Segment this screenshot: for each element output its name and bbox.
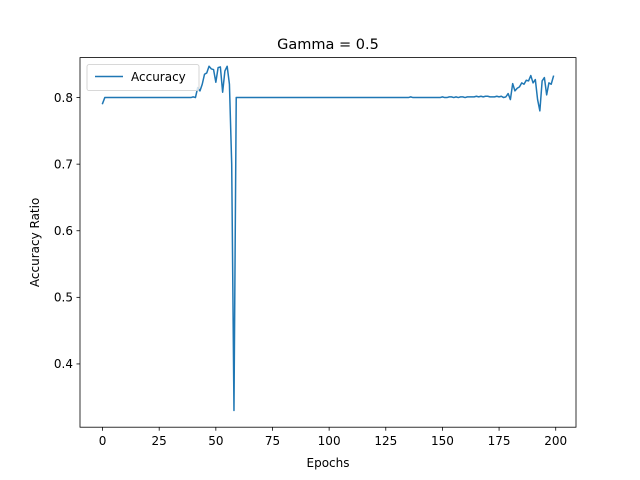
chart-title: Gamma = 0.5 — [277, 37, 379, 53]
series-line-accuracy — [101, 65, 555, 412]
y-tick-label: 0.7 — [54, 157, 73, 171]
y-tick-label: 0.4 — [54, 357, 73, 371]
x-tick-label: 175 — [488, 434, 511, 448]
legend-box — [86, 64, 200, 91]
y-axis-title: Accuracy Ratio — [28, 198, 42, 287]
x-tick-label: 125 — [374, 434, 397, 448]
legend-label-accuracy: Accuracy — [131, 70, 186, 84]
legend: Accuracy — [86, 64, 200, 91]
x-tick-label: 50 — [208, 434, 223, 448]
y-tick-label: 0.6 — [54, 224, 73, 238]
x-axis-title: Epochs — [307, 456, 350, 470]
axes-frame — [79, 57, 577, 428]
x-axis-ticks: 0 25 50 75 100 125 150 175 200 — [99, 427, 567, 448]
x-tick-label: 25 — [152, 434, 167, 448]
y-tick-label: 0.5 — [54, 291, 73, 305]
x-tick-label: 0 — [99, 434, 107, 448]
y-axis-ticks: 0.4 0.5 0.6 0.7 0.8 — [54, 91, 80, 371]
plot-area — [101, 65, 555, 412]
x-tick-label: 200 — [544, 434, 567, 448]
x-tick-label: 150 — [431, 434, 454, 448]
y-tick-label: 0.8 — [54, 91, 73, 105]
x-tick-label: 75 — [265, 434, 280, 448]
x-tick-label: 100 — [318, 434, 341, 448]
